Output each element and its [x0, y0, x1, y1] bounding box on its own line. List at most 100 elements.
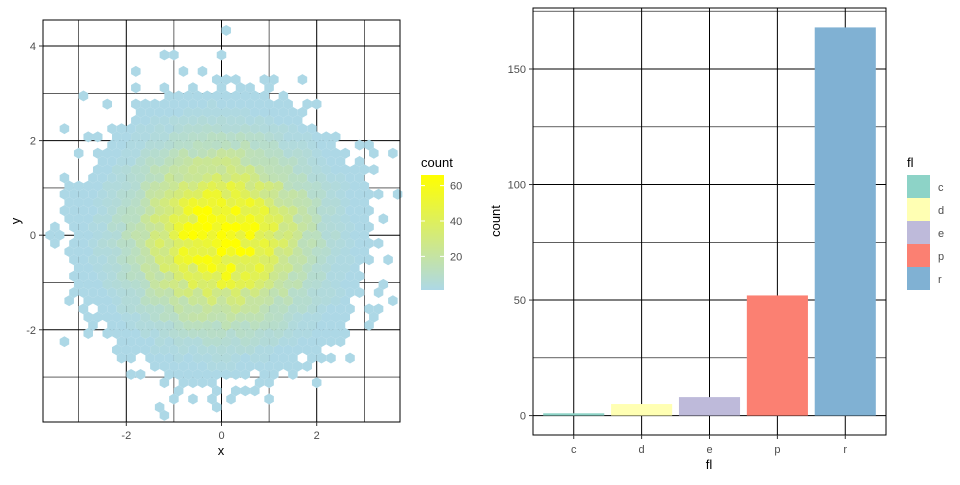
hex-cell	[302, 278, 312, 290]
hex-cell	[216, 196, 227, 208]
hex-cell	[131, 180, 141, 192]
hex-cell	[307, 287, 317, 298]
hex-cell	[254, 196, 265, 208]
hex-cell	[107, 254, 117, 266]
hex-cell	[92, 311, 103, 323]
hex-cell	[216, 246, 227, 258]
hex-cell	[311, 278, 322, 290]
hex-cell	[216, 147, 227, 159]
hex-cell	[307, 221, 317, 233]
hex-cell	[283, 131, 293, 143]
hex-cell	[311, 344, 322, 356]
hex-cell	[183, 270, 193, 282]
hex-cell	[211, 74, 222, 86]
hex-cell	[112, 344, 122, 356]
hex-cell	[330, 311, 341, 323]
hex-cell	[211, 139, 222, 151]
hex-cell	[154, 336, 165, 348]
bar-legend-label: c	[938, 182, 944, 194]
hex-cell	[240, 221, 251, 233]
hex-cell	[278, 188, 289, 200]
hex-cell	[335, 188, 346, 200]
hex-cell	[135, 106, 146, 118]
hex-cell	[207, 147, 217, 159]
hex-cell	[231, 123, 241, 135]
hex-cell	[316, 172, 327, 184]
hex-cell	[292, 344, 303, 356]
hex-cell	[316, 319, 327, 331]
hex-cell	[350, 278, 360, 290]
hex-cell	[307, 336, 317, 348]
hex-cell	[173, 205, 184, 217]
hex-cell	[345, 172, 355, 184]
hex-cell	[259, 287, 270, 298]
bar-p	[746, 295, 808, 416]
hex-cell	[169, 213, 179, 225]
hexbin-y-axis-title: y	[8, 217, 23, 224]
hex-cell	[273, 262, 284, 274]
hex-cell	[278, 156, 289, 167]
hex-cell	[150, 246, 160, 258]
hex-cell	[102, 213, 113, 225]
hex-cell	[211, 188, 222, 200]
hex-cell	[54, 229, 65, 241]
bar-e	[678, 397, 741, 416]
hex-cell	[292, 246, 303, 258]
hex-cell	[202, 139, 212, 151]
hex-cell	[83, 262, 93, 274]
hex-cell	[307, 139, 317, 151]
hex-cell	[326, 139, 336, 151]
hex-cell	[259, 188, 270, 200]
hex-cell	[316, 287, 327, 298]
hex-cell	[264, 377, 274, 389]
hex-cell	[173, 270, 184, 282]
hex-cell	[164, 172, 174, 184]
hex-cell	[273, 115, 284, 126]
hex-cell	[159, 164, 170, 176]
hex-cell	[64, 246, 74, 258]
hex-cell	[250, 106, 260, 118]
hex-cell	[326, 172, 336, 184]
hex-cell	[131, 164, 141, 176]
hex-cell	[197, 98, 208, 110]
hex-cell	[273, 295, 284, 307]
hex-cell	[150, 147, 160, 159]
hex-cell	[73, 246, 84, 258]
hex-cell	[188, 360, 198, 372]
hex-cell	[269, 287, 279, 298]
bar-c	[543, 413, 605, 416]
hex-cell	[202, 270, 212, 282]
hex-cell	[92, 131, 103, 143]
hex-cell	[321, 147, 331, 159]
hex-cell	[154, 254, 165, 266]
hex-cell	[250, 156, 260, 167]
hex-cell	[254, 115, 265, 126]
hex-cell	[235, 115, 246, 126]
hex-cell	[183, 90, 193, 102]
hexbin-y-tick-label: 4	[30, 41, 36, 53]
hex-cell	[126, 352, 136, 364]
hex-cell	[335, 205, 346, 217]
hex-cell	[250, 287, 260, 298]
hex-cell	[288, 106, 298, 118]
hex-cell	[73, 229, 84, 241]
hex-cell	[316, 156, 327, 167]
hex-cell	[126, 319, 136, 331]
hex-cell	[326, 156, 336, 167]
hex-cell	[297, 221, 308, 233]
bar-legend-key-d	[907, 198, 930, 221]
bar-x-tick-label: r	[843, 444, 847, 456]
hex-cell	[145, 221, 155, 233]
hexbin-cells	[45, 24, 403, 421]
hex-cell	[178, 246, 189, 258]
bar-y-tick-label: 0	[520, 411, 526, 423]
hex-cell	[121, 246, 132, 258]
hex-cell	[211, 106, 222, 118]
hex-cell	[188, 262, 198, 274]
hex-cell	[226, 147, 236, 159]
hex-cell	[135, 287, 146, 298]
hex-cell	[350, 229, 360, 241]
hex-cell	[311, 147, 322, 159]
hex-cell	[116, 319, 127, 331]
hex-cell	[154, 319, 165, 331]
